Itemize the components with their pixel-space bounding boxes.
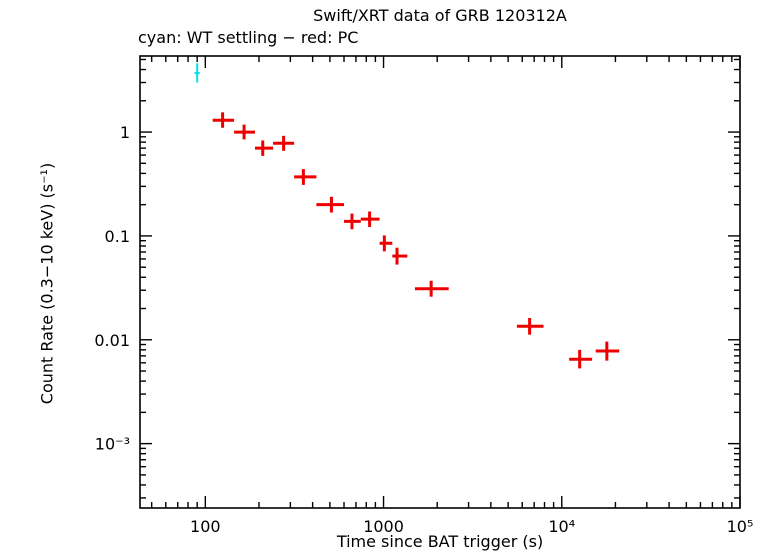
chart-title: Swift/XRT data of GRB 120312A xyxy=(313,6,567,25)
chart-subtitle: cyan: WT settling − red: PC xyxy=(138,28,359,47)
x-tick-label: 1000 xyxy=(363,517,404,536)
x-tick-label: 100 xyxy=(190,517,221,536)
plot-frame xyxy=(139,55,741,509)
y-tick-label: 0.01 xyxy=(94,331,130,350)
series-pc xyxy=(212,112,620,369)
y-tick-label: 0.1 xyxy=(105,227,130,246)
x-axis-label: Time since BAT trigger (s) xyxy=(336,532,544,551)
x-tick-label: 10⁵ xyxy=(727,517,754,536)
y-tick-label: 1 xyxy=(120,123,130,142)
series-wt-settling xyxy=(194,63,200,83)
x-tick-label: 10⁴ xyxy=(548,517,575,536)
y-tick-label: 10⁻³ xyxy=(95,435,130,454)
